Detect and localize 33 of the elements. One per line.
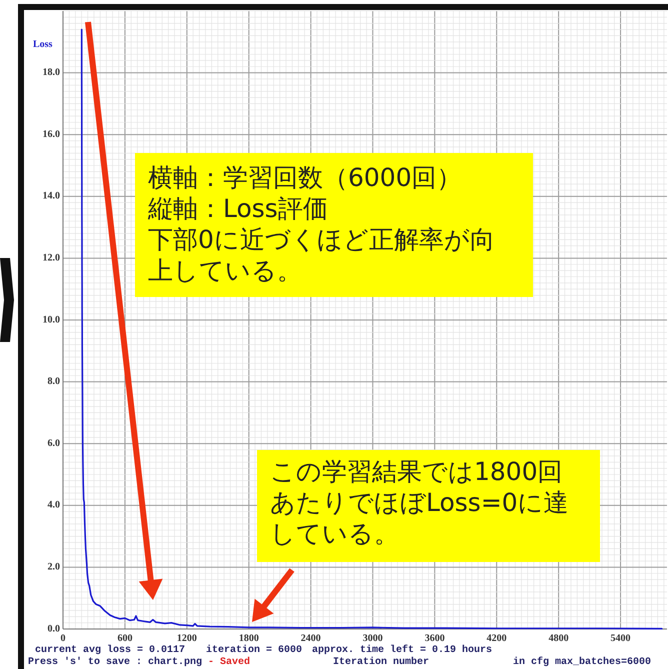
y-tick-label: 2.0 xyxy=(48,561,60,572)
y-tick-label: 4.0 xyxy=(48,500,60,511)
y-tick-label: 12.0 xyxy=(42,252,60,264)
x-tick-label: 4800 xyxy=(548,633,569,644)
x-tick-label: 0 xyxy=(60,633,66,644)
x-tick-label: 600 xyxy=(117,633,132,644)
text: - Saved xyxy=(208,656,250,668)
text: approx. time left = 0.19 hours xyxy=(312,644,492,656)
line-series xyxy=(80,28,663,630)
y-tick-label: 18.0 xyxy=(42,67,60,78)
y-tick-label: 14.0 xyxy=(42,190,60,202)
y-tick-label: 6.0 xyxy=(48,438,60,449)
text: in cfg max_batches=6000 xyxy=(513,656,652,668)
y-tick-label: 10.0 xyxy=(42,314,60,326)
annotation: 下部0に近づくほど正解率が向上している。 xyxy=(148,225,495,285)
annotation: 縦軸：Loss評価 xyxy=(147,194,328,223)
x-axis-title: Iteration number xyxy=(333,656,430,668)
x-tick-label: 5400 xyxy=(610,633,631,644)
x-tick-label: 3600 xyxy=(424,633,445,644)
x-tick-label: 1200 xyxy=(176,633,197,644)
text: current avg loss = 0.0117 xyxy=(35,644,186,656)
y-tick-label: 16.0 xyxy=(42,128,60,140)
x-tick-label: 4200 xyxy=(486,633,507,644)
annotation: この学習結果では1800回あたりでほぼLoss=0に達している。 xyxy=(270,457,569,548)
y-tick-label: 8.0 xyxy=(48,376,60,388)
annotation: 横軸：学習回数（6000回） xyxy=(148,163,462,192)
x-tick-label: 3000 xyxy=(362,633,383,644)
x-tick-label: 2400 xyxy=(300,633,321,644)
y-axis-title: Loss xyxy=(33,39,53,50)
y-tick-label: 0.0 xyxy=(48,623,60,634)
text: Press 's' to save : chart.png xyxy=(28,656,202,668)
x-tick-label: 1800 xyxy=(238,633,259,644)
text: iteration = 6000 xyxy=(206,644,302,656)
